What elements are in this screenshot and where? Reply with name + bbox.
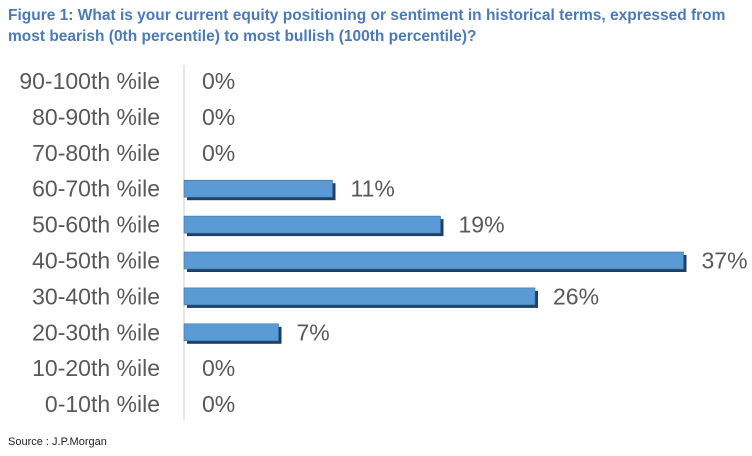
data-label: 11%: [351, 176, 395, 202]
y-tick-label: 60-70th %ile: [32, 176, 160, 202]
data-label: 0%: [202, 104, 235, 130]
source-note: Source : J.P.Morgan: [8, 436, 107, 448]
chart-title: Figure 1: What is your current equity po…: [8, 7, 726, 45]
y-tick-label: 80-90th %ile: [32, 104, 160, 130]
y-tick-label: 50-60th %ile: [32, 212, 160, 238]
y-tick-label: 10-20th %ile: [32, 355, 160, 381]
data-label: 26%: [553, 283, 599, 309]
bar: [183, 215, 441, 234]
y-tick-label: 30-40th %ile: [32, 283, 160, 309]
y-tick-label: 0-10th %ile: [45, 391, 160, 417]
bar: [183, 323, 279, 342]
data-label: 7%: [297, 319, 330, 345]
y-tick-label: 20-30th %ile: [32, 319, 160, 345]
y-tick-label: 70-80th %ile: [32, 140, 160, 166]
y-tick-label: 90-100th %ile: [19, 68, 160, 94]
data-label: 0%: [202, 391, 235, 417]
bar: [183, 179, 333, 198]
data-label: 19%: [459, 212, 505, 238]
bar: [183, 251, 684, 270]
data-label: 0%: [202, 68, 235, 94]
y-tick-label: 40-50th %ile: [32, 248, 160, 274]
bar: [183, 287, 536, 306]
data-label: 37%: [702, 248, 748, 274]
data-label: 0%: [202, 140, 235, 166]
data-label: 0%: [202, 355, 235, 381]
